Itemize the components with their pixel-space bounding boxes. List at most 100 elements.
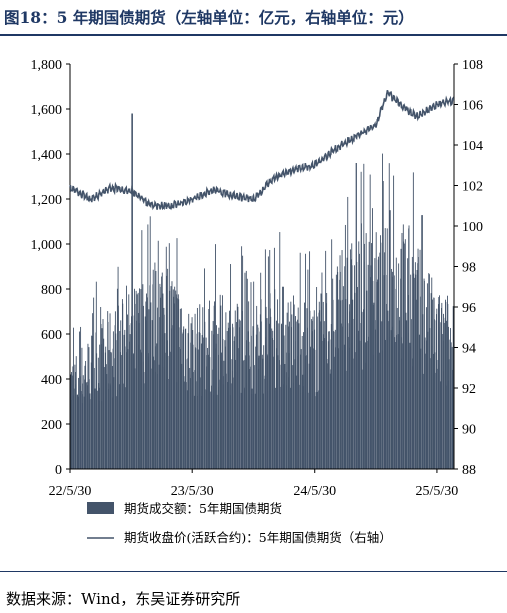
volume-bar: [392, 271, 394, 469]
x-tick-label: 25/5/30: [416, 484, 459, 499]
volume-bar: [371, 243, 372, 469]
volume-bar: [403, 243, 405, 469]
volume-bar: [356, 286, 358, 469]
volume-bar: [317, 391, 319, 469]
volume-bar: [312, 316, 314, 469]
volume-bar: [274, 387, 276, 469]
volume-bar: [230, 264, 232, 469]
volume-bar: [106, 374, 108, 469]
volume-bar: [277, 355, 279, 469]
volume-bar: [359, 340, 361, 469]
volume-bar: [242, 255, 244, 469]
volume-bar: [204, 389, 206, 469]
volume-bar: [272, 339, 274, 469]
volume-bar: [136, 294, 138, 469]
volume-bar: [93, 297, 95, 469]
volume-bar: [188, 313, 190, 469]
volume-bar: [253, 281, 255, 469]
volume-bar: [396, 307, 398, 469]
volume-bar: [96, 390, 98, 469]
volume-bar: [116, 288, 118, 469]
volume-bar: [328, 331, 330, 469]
volume-bar: [354, 352, 356, 469]
volume-bar: [282, 286, 283, 469]
volume-bar: [185, 382, 187, 469]
volume-bar: [324, 338, 326, 469]
volume-bar: [115, 396, 117, 469]
volume-bar: [244, 272, 246, 469]
volume-bar: [411, 256, 413, 469]
volume-bar: [431, 299, 433, 469]
volume-bar: [214, 301, 215, 469]
volume-bar: [78, 377, 80, 469]
volume-bar: [422, 373, 424, 469]
source-divider: [0, 571, 507, 572]
price-line: [69, 90, 455, 211]
volume-bar: [110, 353, 112, 469]
volume-bar: [239, 320, 241, 469]
volume-bar: [382, 181, 384, 469]
chart-title: 图18：5 年期国债期货（左轴单位：亿元，右轴单位：元）: [4, 8, 414, 27]
volume-bar: [310, 346, 312, 469]
volume-bar: [439, 295, 440, 469]
x-tick-label: 22/5/30: [49, 484, 92, 499]
volume-bar: [73, 388, 75, 469]
volume-bar: [364, 243, 365, 469]
y-left-tick-label: 1,000: [31, 238, 63, 253]
volume-bar: [296, 375, 297, 469]
volume-bar: [99, 344, 101, 469]
volume-bar: [408, 225, 410, 469]
volume-bar: [286, 312, 288, 469]
y-right-tick-label: 98: [462, 261, 476, 276]
volume-bar: [183, 376, 185, 469]
y-left-tick-label: 1,400: [31, 148, 63, 163]
volume-bar: [108, 350, 110, 469]
volume-bar: [129, 334, 131, 469]
volume-bar: [291, 314, 293, 469]
volume-bar: [279, 364, 281, 469]
volume-bar: [80, 391, 82, 469]
volume-bar: [427, 331, 429, 469]
legend-bar-label: 期货成交额：5年期国债期货: [124, 501, 282, 516]
volume-bar: [148, 309, 150, 469]
volume-bar: [218, 379, 220, 469]
volume-bar: [429, 358, 431, 469]
volume-bar: [147, 224, 149, 469]
volume-bar: [283, 286, 284, 469]
volume-bar: [361, 369, 363, 469]
volume-bar: [167, 268, 169, 469]
volume-bar: [450, 342, 452, 469]
volume-bar: [235, 359, 237, 469]
volume-bar: [176, 238, 178, 469]
volume-bar: [342, 286, 344, 469]
volume-bar: [157, 240, 159, 469]
volume-bar: [413, 273, 415, 469]
volume-bar: [388, 163, 390, 469]
volume-bar: [424, 353, 426, 469]
volume-bar: [410, 319, 412, 469]
volume-bar: [94, 388, 96, 469]
volume-bar: [420, 348, 422, 469]
volume-bar: [85, 360, 87, 469]
volume-bar: [368, 241, 370, 469]
volume-bar: [345, 299, 347, 469]
y-right-tick-label: 100: [462, 220, 483, 235]
y-right-ticks: 88 90 92 94 96 98 100 102 104 106 108: [454, 58, 483, 478]
volume-bar: [139, 288, 140, 469]
volume-bar: [87, 343, 89, 469]
y-right-tick-label: 94: [462, 342, 476, 357]
y-left-tick-label: 1,800: [31, 58, 63, 73]
volume-bar: [169, 351, 171, 469]
volume-bar: [199, 377, 201, 469]
volume-bar: [117, 305, 119, 469]
y-right-tick-label: 90: [462, 423, 476, 438]
volume-bar: [307, 392, 309, 469]
volume-bar: [333, 331, 335, 469]
volume-bar: [171, 325, 173, 469]
volume-bar: [289, 321, 290, 469]
y-left-tick-label: 800: [41, 283, 62, 298]
volume-bar: [270, 316, 272, 469]
volume-bar: [307, 269, 309, 469]
volume-bar: [375, 232, 377, 469]
volume-bar: [279, 232, 281, 469]
